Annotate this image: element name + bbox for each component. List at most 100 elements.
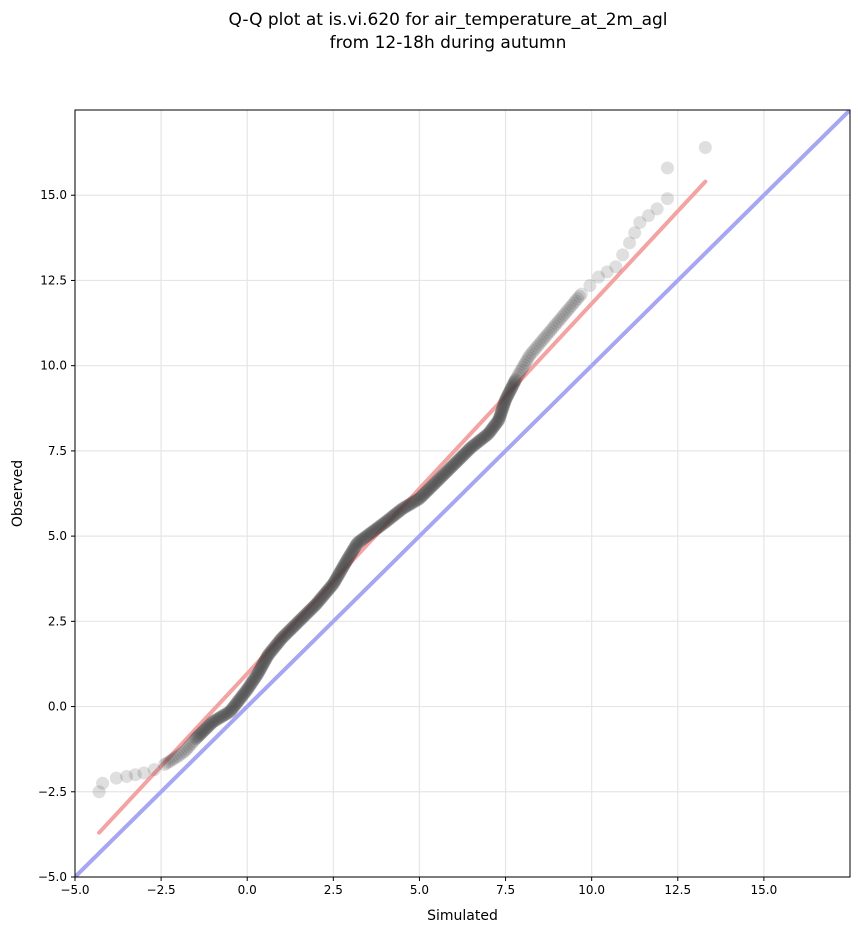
qq-point — [359, 529, 373, 543]
qq-point — [484, 424, 498, 438]
qq-point — [376, 517, 390, 531]
qq-point — [549, 317, 563, 331]
qq-point — [502, 386, 516, 400]
qq-point — [349, 538, 363, 552]
qq-point — [269, 639, 283, 653]
qq-point — [322, 582, 336, 596]
qq-point — [348, 540, 362, 554]
qq-point — [337, 559, 351, 573]
qq-point — [437, 467, 451, 481]
qq-point — [315, 590, 329, 604]
qq-point — [283, 623, 297, 637]
qq-point — [307, 599, 321, 613]
qq-point — [487, 420, 500, 434]
qq-point — [493, 409, 507, 423]
qq-point — [306, 601, 320, 615]
qq-point — [206, 715, 220, 729]
qq-point — [371, 521, 385, 535]
qq-point — [463, 441, 477, 455]
qq-point — [526, 344, 540, 358]
qq-point — [247, 672, 261, 686]
qq-point — [512, 368, 526, 382]
qq-point — [337, 558, 351, 572]
qq-point — [383, 512, 397, 526]
qq-point — [287, 619, 301, 633]
qq-point — [425, 480, 438, 494]
qq-point — [174, 747, 188, 761]
qq-point — [503, 384, 517, 398]
qq-point — [471, 435, 485, 449]
qq-point — [259, 652, 273, 666]
qq-point — [483, 425, 497, 439]
qq-point — [415, 489, 429, 503]
qq-point — [260, 649, 274, 663]
qq-point — [183, 738, 197, 752]
qq-point — [272, 634, 286, 648]
qq-point — [218, 708, 232, 722]
qq-point — [489, 417, 503, 431]
qq-point — [366, 524, 380, 538]
x-tick-label: −5.0 — [60, 883, 89, 897]
qq-point — [227, 699, 241, 713]
qq-point — [384, 511, 398, 525]
qq-point — [328, 574, 342, 588]
qq-point — [324, 580, 338, 594]
qq-point — [377, 516, 391, 530]
qq-point — [421, 483, 435, 497]
qq-point — [335, 562, 349, 576]
qq-point — [497, 398, 511, 412]
qq-point — [190, 730, 204, 744]
qq-point — [370, 521, 384, 535]
qq-point — [242, 680, 256, 694]
qq-point — [472, 434, 486, 448]
qq-point — [427, 477, 441, 491]
qq-point — [180, 742, 194, 756]
qq-point — [459, 446, 473, 460]
qq-point — [368, 523, 382, 537]
qq-point — [406, 495, 420, 509]
qq-point — [394, 503, 408, 517]
qq-point — [398, 500, 412, 514]
qq-point — [285, 621, 299, 635]
qq-point — [178, 744, 192, 758]
qq-point — [390, 506, 404, 520]
qq-point — [476, 431, 490, 445]
qq-point — [233, 691, 247, 705]
qq-point — [432, 472, 446, 486]
qq-point — [439, 465, 453, 479]
y-tick-label: 7.5 — [48, 444, 67, 458]
qq-point — [488, 418, 502, 432]
qq-point — [109, 771, 123, 785]
y-tick-label: −5.0 — [38, 870, 67, 884]
qq-point — [194, 727, 208, 741]
qq-point — [311, 594, 325, 608]
qq-point — [507, 376, 521, 390]
qq-point — [416, 488, 430, 502]
qq-point — [353, 534, 367, 548]
qq-point — [296, 610, 310, 624]
qq-point — [279, 627, 293, 641]
qq-point — [345, 544, 359, 558]
qq-point — [224, 704, 238, 718]
qq-point — [469, 437, 483, 451]
qq-point — [544, 323, 558, 337]
qq-point — [282, 624, 296, 638]
qq-point — [323, 581, 337, 595]
qq-point — [137, 766, 151, 780]
qq-point — [369, 522, 383, 536]
y-tick-label: 15.0 — [40, 188, 67, 202]
qq-point — [660, 192, 674, 206]
qq-point — [301, 606, 314, 620]
qq-point — [302, 604, 316, 618]
qq-point — [255, 660, 269, 674]
qq-point — [408, 494, 422, 508]
y-axis-ticks: −5.0 −2.5 0.0 2.5 5.0 7.5 10.0 12.5 15.0 — [38, 188, 75, 884]
qq-point — [290, 616, 304, 630]
qq-point — [265, 643, 279, 657]
qq-point — [329, 572, 343, 586]
qq-point — [288, 619, 302, 633]
qq-point — [496, 401, 510, 415]
qq-point — [396, 501, 410, 515]
qq-point — [449, 456, 463, 470]
